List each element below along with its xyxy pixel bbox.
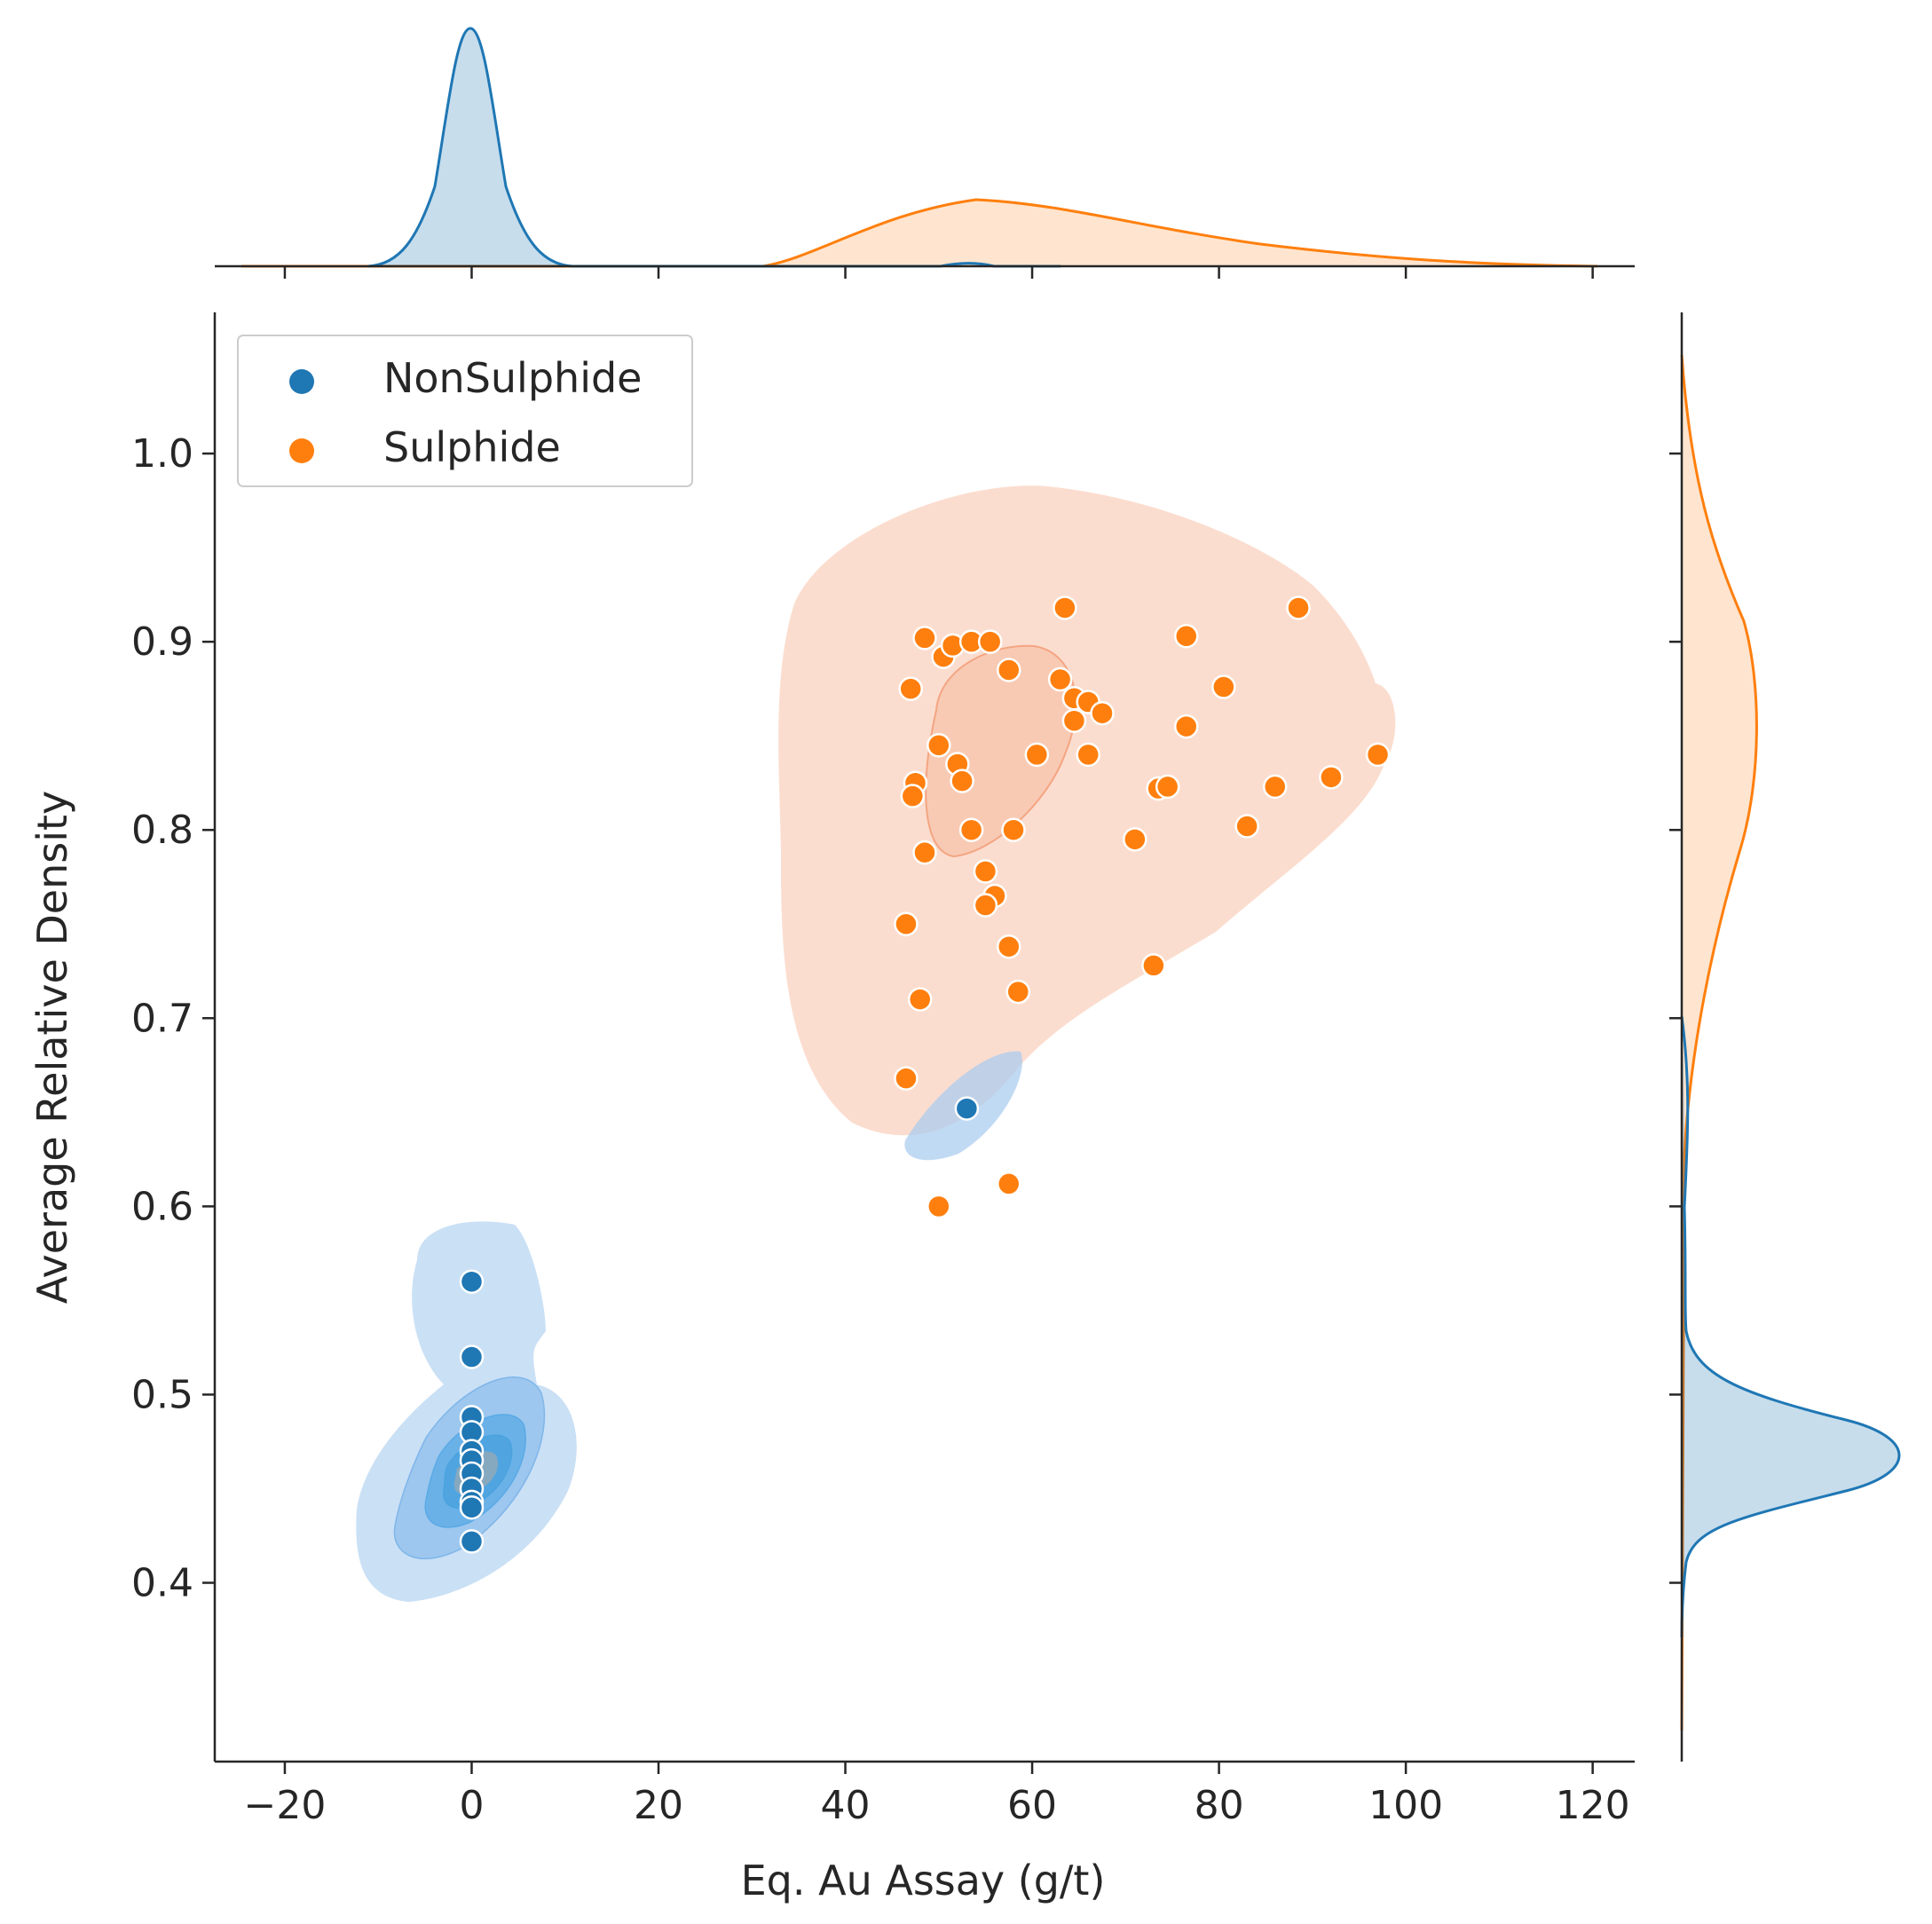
right-marginal-kde bbox=[1669, 312, 1901, 1762]
right-kde-nonsulphide-fill bbox=[1682, 1016, 1899, 1637]
data-point-sulphide bbox=[950, 769, 974, 793]
x-tick-label: 40 bbox=[821, 1783, 871, 1828]
data-point-sulphide bbox=[1286, 595, 1311, 620]
data-point-sulphide bbox=[1173, 624, 1199, 649]
data-point-nonsulphide bbox=[459, 1529, 485, 1554]
legend-marker-nonsulphide bbox=[289, 369, 314, 394]
data-point-sulphide bbox=[927, 733, 951, 758]
y-tick-label: 1.0 bbox=[131, 431, 193, 477]
data-point-sulphide bbox=[973, 859, 998, 884]
data-point-sulphide bbox=[958, 817, 984, 842]
data-point-sulphide bbox=[1155, 774, 1180, 800]
data-point-sulphide bbox=[1047, 666, 1073, 692]
data-point-sulphide bbox=[1319, 765, 1344, 790]
x-tick-label: 20 bbox=[634, 1783, 683, 1828]
x-tick-label: 0 bbox=[459, 1783, 484, 1828]
x-tick-label: 100 bbox=[1368, 1783, 1443, 1828]
kde-contour-sulphide-inner bbox=[925, 644, 1077, 858]
data-point-sulphide bbox=[1061, 708, 1087, 733]
x-axis-ticks: −20 0 20 40 60 80 100 120 bbox=[244, 1762, 1630, 1828]
data-point-sulphide bbox=[977, 629, 1003, 654]
legend-label-sulphide: Sulphide bbox=[383, 423, 561, 471]
data-point-nonsulphide bbox=[954, 1096, 980, 1121]
joint-axes: −20 0 20 40 60 80 100 120 0.4 0.5 0.6 0.7 0.8 0.9 1.0… bbox=[28, 312, 1635, 1904]
data-point-nonsulphide bbox=[459, 1344, 485, 1369]
right-kde-nonsulphide-line bbox=[1680, 1015, 1901, 1638]
legend: NonSulphide Sulphide bbox=[237, 335, 693, 487]
legend-label-nonsulphide: NonSulphide bbox=[383, 354, 642, 402]
data-point-sulphide bbox=[1365, 742, 1391, 768]
y-axis-ticks: 0.4 0.5 0.6 0.7 0.8 0.9 1.0 bbox=[131, 431, 215, 1606]
data-point-sulphide bbox=[1001, 817, 1026, 842]
right-kde-sulphide-fill bbox=[1682, 355, 1757, 1731]
x-tick-label: −20 bbox=[244, 1783, 327, 1828]
x-tick-label: 120 bbox=[1556, 1783, 1630, 1828]
y-tick-label: 0.6 bbox=[131, 1184, 193, 1229]
data-point-sulphide bbox=[1090, 700, 1115, 726]
data-point-sulphide bbox=[894, 911, 919, 937]
data-point-sulphide bbox=[900, 784, 926, 808]
y-axis-label: Average Relative Density bbox=[28, 791, 76, 1305]
y-tick-label: 0.4 bbox=[131, 1561, 193, 1606]
data-point-sulphide bbox=[1262, 774, 1288, 800]
data-point-nonsulphide bbox=[459, 1494, 485, 1520]
data-point-sulphide bbox=[1141, 953, 1166, 978]
data-point-nonsulphide bbox=[459, 1269, 485, 1294]
right-kde-sulphide-line bbox=[1680, 354, 1758, 1731]
data-point-sulphide bbox=[912, 840, 937, 865]
data-point-sulphide bbox=[1123, 827, 1147, 852]
right-marginal-ticks bbox=[1669, 452, 1682, 1584]
sulphide-points bbox=[894, 595, 1391, 1219]
data-point-sulphide bbox=[1173, 714, 1199, 739]
data-point-sulphide bbox=[894, 1066, 919, 1091]
data-point-sulphide bbox=[1234, 814, 1259, 839]
data-point-sulphide bbox=[898, 676, 923, 701]
kde-contour-sulphide-outer bbox=[778, 485, 1396, 1136]
top-kde-nonsulphide-fill bbox=[368, 28, 1061, 266]
x-tick-label: 80 bbox=[1195, 1783, 1244, 1828]
data-point-sulphide bbox=[996, 658, 1021, 682]
legend-marker-sulphide bbox=[289, 438, 314, 463]
x-tick-label: 60 bbox=[1007, 1783, 1057, 1828]
data-point-sulphide bbox=[996, 934, 1021, 959]
data-point-sulphide bbox=[1211, 674, 1236, 699]
top-kde-sulphide-fill bbox=[241, 200, 1597, 266]
legend-frame bbox=[237, 335, 693, 487]
top-marginal-ticks bbox=[283, 266, 1594, 279]
top-kde-sulphide-line bbox=[241, 198, 1598, 268]
data-point-sulphide bbox=[996, 1171, 1021, 1196]
y-tick-label: 0.9 bbox=[131, 619, 193, 665]
data-point-sulphide bbox=[1005, 979, 1031, 1005]
top-marginal-kde bbox=[215, 27, 1635, 279]
data-point-sulphide bbox=[973, 893, 998, 918]
data-point-sulphide bbox=[907, 987, 933, 1012]
data-point-sulphide bbox=[927, 1194, 951, 1219]
data-point-sulphide bbox=[912, 626, 937, 651]
data-point-sulphide bbox=[1053, 595, 1077, 620]
y-tick-label: 0.8 bbox=[131, 808, 193, 853]
data-point-sulphide bbox=[1024, 742, 1050, 768]
y-tick-label: 0.7 bbox=[131, 996, 193, 1041]
nonsulphide-points bbox=[459, 1096, 980, 1554]
y-tick-label: 0.5 bbox=[131, 1372, 193, 1417]
x-axis-label: Eq. Au Assay (g/t) bbox=[741, 1857, 1106, 1904]
data-point-sulphide bbox=[1076, 742, 1100, 768]
